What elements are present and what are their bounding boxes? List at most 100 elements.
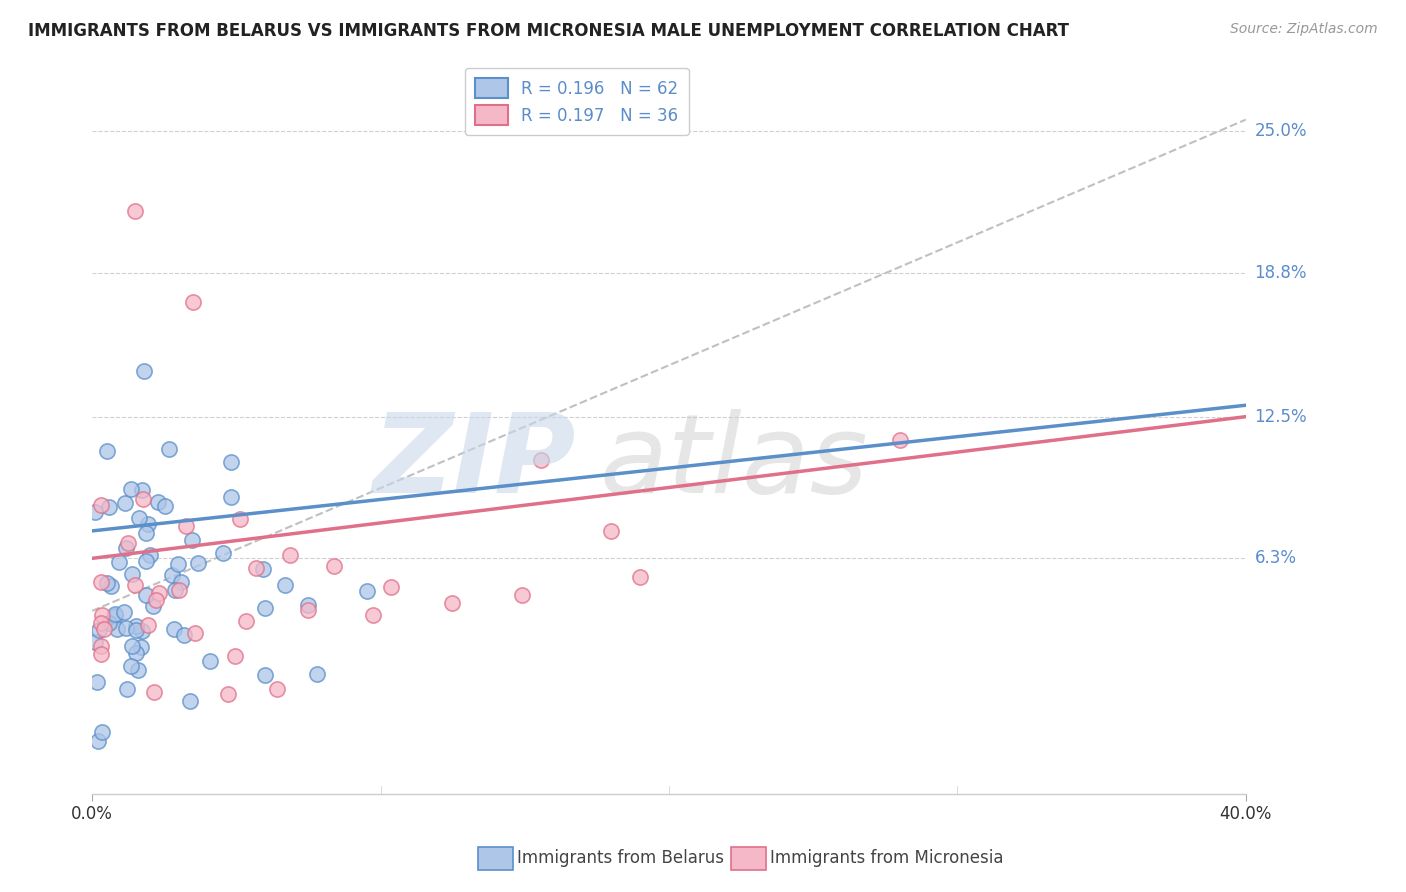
- Text: Source: ZipAtlas.com: Source: ZipAtlas.com: [1230, 22, 1378, 37]
- Point: [254, 600, 277, 615]
- Point: [145, 593, 167, 607]
- Point: [217, 687, 239, 701]
- Point: [84, 635, 107, 649]
- Point: [96, 444, 118, 458]
- Point: [90, 575, 112, 590]
- Point: [121, 639, 143, 653]
- Point: [93, 622, 115, 636]
- Point: [135, 588, 157, 602]
- Point: [132, 364, 155, 378]
- Point: [136, 618, 159, 632]
- Point: [127, 663, 149, 677]
- Point: [305, 667, 328, 681]
- Point: [278, 548, 301, 562]
- Point: [163, 623, 186, 637]
- Legend: R = 0.196   N = 62, R = 0.197   N = 36: R = 0.196 N = 62, R = 0.197 N = 36: [465, 68, 689, 136]
- Point: [181, 533, 204, 547]
- Point: [254, 668, 277, 682]
- Point: [124, 646, 146, 660]
- Point: [125, 623, 148, 637]
- Text: Immigrants from Belarus: Immigrants from Belarus: [517, 849, 724, 867]
- Point: [86, 734, 108, 748]
- Point: [90, 498, 112, 512]
- Point: [104, 607, 127, 621]
- Point: [163, 583, 186, 598]
- Point: [135, 526, 157, 541]
- Point: [212, 545, 235, 559]
- Point: [160, 567, 183, 582]
- Point: [198, 654, 221, 668]
- Point: [600, 524, 623, 538]
- Text: 6.3%: 6.3%: [1254, 549, 1296, 567]
- Point: [187, 556, 209, 570]
- Point: [142, 685, 165, 699]
- Point: [136, 516, 159, 531]
- Point: [441, 597, 464, 611]
- Text: ZIP: ZIP: [373, 409, 576, 516]
- Point: [889, 433, 911, 447]
- Point: [173, 627, 195, 641]
- Point: [96, 575, 118, 590]
- Point: [86, 675, 108, 690]
- Point: [148, 586, 170, 600]
- Text: 25.0%: 25.0%: [1254, 122, 1308, 140]
- Point: [170, 574, 193, 589]
- Point: [114, 541, 136, 556]
- Point: [153, 499, 176, 513]
- Point: [124, 204, 146, 219]
- Point: [120, 659, 142, 673]
- Text: 12.5%: 12.5%: [1254, 408, 1308, 425]
- Point: [124, 619, 146, 633]
- Point: [229, 512, 252, 526]
- Point: [252, 562, 274, 576]
- Point: [105, 622, 128, 636]
- Point: [124, 578, 146, 592]
- Point: [90, 607, 112, 622]
- Point: [219, 455, 242, 469]
- Point: [90, 639, 112, 653]
- Point: [98, 500, 121, 514]
- Point: [90, 616, 112, 631]
- Point: [224, 648, 246, 663]
- Text: Immigrants from Micronesia: Immigrants from Micronesia: [770, 849, 1004, 867]
- Point: [322, 558, 344, 573]
- Point: [219, 490, 242, 504]
- Point: [245, 561, 267, 575]
- Point: [157, 442, 180, 456]
- Point: [297, 603, 319, 617]
- Point: [104, 608, 127, 623]
- Point: [380, 580, 402, 594]
- Point: [628, 569, 651, 583]
- Point: [235, 614, 257, 628]
- Point: [176, 519, 198, 533]
- Point: [131, 483, 153, 497]
- Point: [91, 724, 114, 739]
- Point: [108, 555, 131, 569]
- Point: [121, 566, 143, 581]
- Text: IMMIGRANTS FROM BELARUS VS IMMIGRANTS FROM MICRONESIA MALE UNEMPLOYMENT CORRELAT: IMMIGRANTS FROM BELARUS VS IMMIGRANTS FR…: [28, 22, 1069, 40]
- Point: [148, 494, 170, 508]
- Point: [356, 584, 378, 599]
- Point: [128, 510, 150, 524]
- Point: [510, 588, 533, 602]
- Point: [142, 599, 165, 613]
- Point: [361, 607, 384, 622]
- Point: [169, 583, 191, 598]
- Point: [179, 693, 201, 707]
- Point: [530, 453, 553, 467]
- Point: [184, 626, 207, 640]
- Point: [115, 682, 138, 697]
- Point: [114, 621, 136, 635]
- Point: [297, 598, 319, 612]
- Point: [181, 295, 204, 310]
- Point: [112, 605, 135, 619]
- Point: [117, 536, 139, 550]
- Point: [114, 496, 136, 510]
- Point: [90, 647, 112, 661]
- Point: [129, 640, 152, 654]
- Point: [138, 548, 160, 562]
- Text: atlas: atlas: [600, 409, 869, 516]
- Point: [274, 578, 297, 592]
- Point: [100, 579, 122, 593]
- Point: [89, 623, 111, 637]
